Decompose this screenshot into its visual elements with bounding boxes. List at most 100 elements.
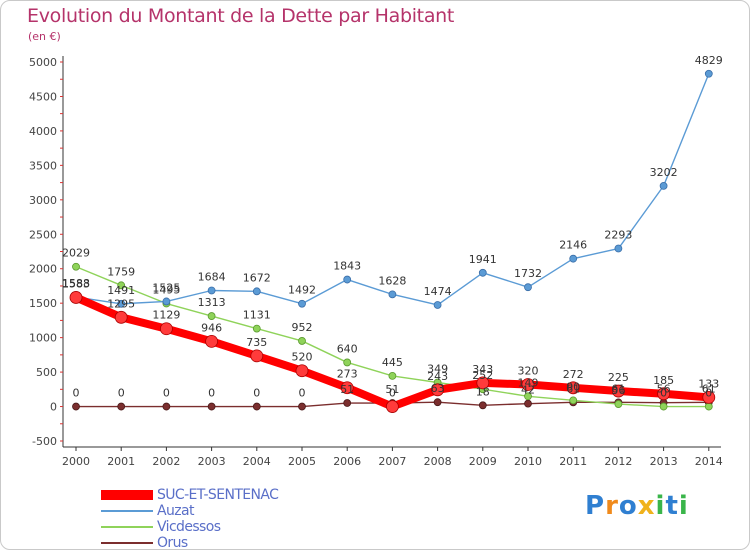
legend-item: Vicdessos: [101, 519, 361, 535]
x-tick-label: 2011: [559, 455, 587, 468]
data-label: 273: [337, 368, 358, 381]
logo-letter: o: [618, 491, 638, 521]
y-tick-label: 0: [50, 401, 57, 414]
data-label: 320: [518, 364, 539, 377]
data-label: 51: [340, 383, 354, 396]
data-label: 1495: [152, 284, 180, 297]
y-tick-label: -500: [32, 435, 57, 448]
x-tick-label: 2007: [378, 455, 406, 468]
x-tick-label: 2002: [152, 455, 180, 468]
data-label: 1588: [62, 277, 90, 290]
data-label: 445: [382, 356, 403, 369]
x-tick-label: 2003: [198, 455, 226, 468]
legend-item: Auzat: [101, 503, 361, 519]
data-point: [343, 399, 352, 407]
data-label: 3202: [650, 166, 678, 179]
data-label: 343: [472, 363, 493, 376]
data-label: 0: [73, 387, 80, 400]
data-point: [702, 390, 716, 404]
data-label: 1131: [243, 309, 271, 322]
data-label: 0: [118, 387, 125, 400]
data-label: 0: [299, 387, 306, 400]
chart-title: Evolution du Montant de la Dette par Hab…: [27, 5, 455, 27]
data-label: 952: [292, 321, 313, 334]
data-label: 2029: [62, 247, 90, 260]
data-label: 1491: [107, 284, 135, 297]
legend-label: Vicdessos: [157, 519, 221, 535]
data-point: [250, 349, 264, 363]
data-point: [72, 262, 80, 271]
legend-swatch: [101, 510, 153, 512]
data-label: 1759: [107, 265, 135, 278]
data-label: 1843: [333, 260, 361, 273]
logo-letter: i: [678, 491, 689, 521]
data-point: [431, 383, 445, 397]
data-point: [343, 358, 352, 367]
data-label: 4829: [695, 54, 723, 67]
data-label: 640: [337, 342, 358, 355]
chart-subtitle: (en €): [28, 30, 61, 43]
data-label: 61: [702, 382, 716, 395]
data-label: 1628: [378, 274, 406, 287]
data-point: [657, 387, 670, 401]
data-label: 1672: [243, 271, 271, 284]
data-point: [207, 402, 216, 411]
data-label: 185: [653, 374, 674, 387]
data-point: [298, 299, 306, 308]
data-point: [388, 290, 397, 299]
legend-label: Auzat: [157, 503, 194, 519]
data-point: [476, 376, 490, 390]
data-point: [117, 299, 126, 308]
data-label: 0: [660, 387, 667, 400]
data-point: [478, 268, 487, 277]
data-point: [569, 254, 578, 263]
data-label: 1732: [514, 267, 542, 280]
data-point: [704, 402, 713, 411]
y-tick-label: 3000: [29, 194, 57, 207]
x-tick-label: 2013: [650, 455, 678, 468]
data-point: [159, 322, 173, 336]
legend-label: Orus: [157, 535, 188, 550]
x-tick-label: 2008: [424, 455, 452, 468]
data-point: [298, 337, 306, 345]
data-label: 133: [698, 377, 719, 390]
data-label: 61: [611, 382, 625, 395]
legend-swatch: [101, 526, 153, 528]
data-point: [659, 402, 668, 411]
data-label: 946: [201, 321, 222, 334]
x-tick-label: 2006: [333, 455, 361, 468]
data-point: [569, 396, 578, 405]
data-label: 1474: [424, 285, 452, 298]
data-label: 349: [427, 362, 448, 375]
legend-item: SUC-ET-SENTENAC: [101, 487, 361, 503]
data-label: 1295: [107, 297, 135, 310]
data-point: [117, 402, 126, 411]
data-point: [433, 398, 442, 407]
data-label: 1492: [288, 284, 316, 297]
data-label: 252: [472, 369, 493, 382]
data-point: [659, 181, 668, 190]
data-point: [612, 384, 625, 398]
logo-letter: P: [585, 491, 606, 521]
data-point: [524, 283, 532, 292]
data-label: 56: [657, 383, 671, 396]
data-label: 0: [253, 387, 260, 400]
data-point: [252, 324, 261, 333]
data-label: 735: [246, 336, 267, 349]
data-point: [295, 364, 309, 378]
logo-letter: i: [655, 491, 666, 521]
data-point: [614, 400, 623, 408]
data-label: 51: [385, 383, 399, 396]
y-tick-label: 500: [36, 366, 57, 379]
data-label: 18: [476, 385, 490, 398]
data-label: 1129: [152, 309, 180, 322]
x-tick-label: 2014: [695, 455, 723, 468]
data-point: [207, 286, 216, 295]
data-point: [521, 378, 535, 391]
y-tick-label: 2500: [29, 228, 57, 241]
data-point: [117, 281, 126, 290]
y-tick-label: 5000: [29, 56, 57, 69]
data-label: 1684: [198, 271, 226, 284]
